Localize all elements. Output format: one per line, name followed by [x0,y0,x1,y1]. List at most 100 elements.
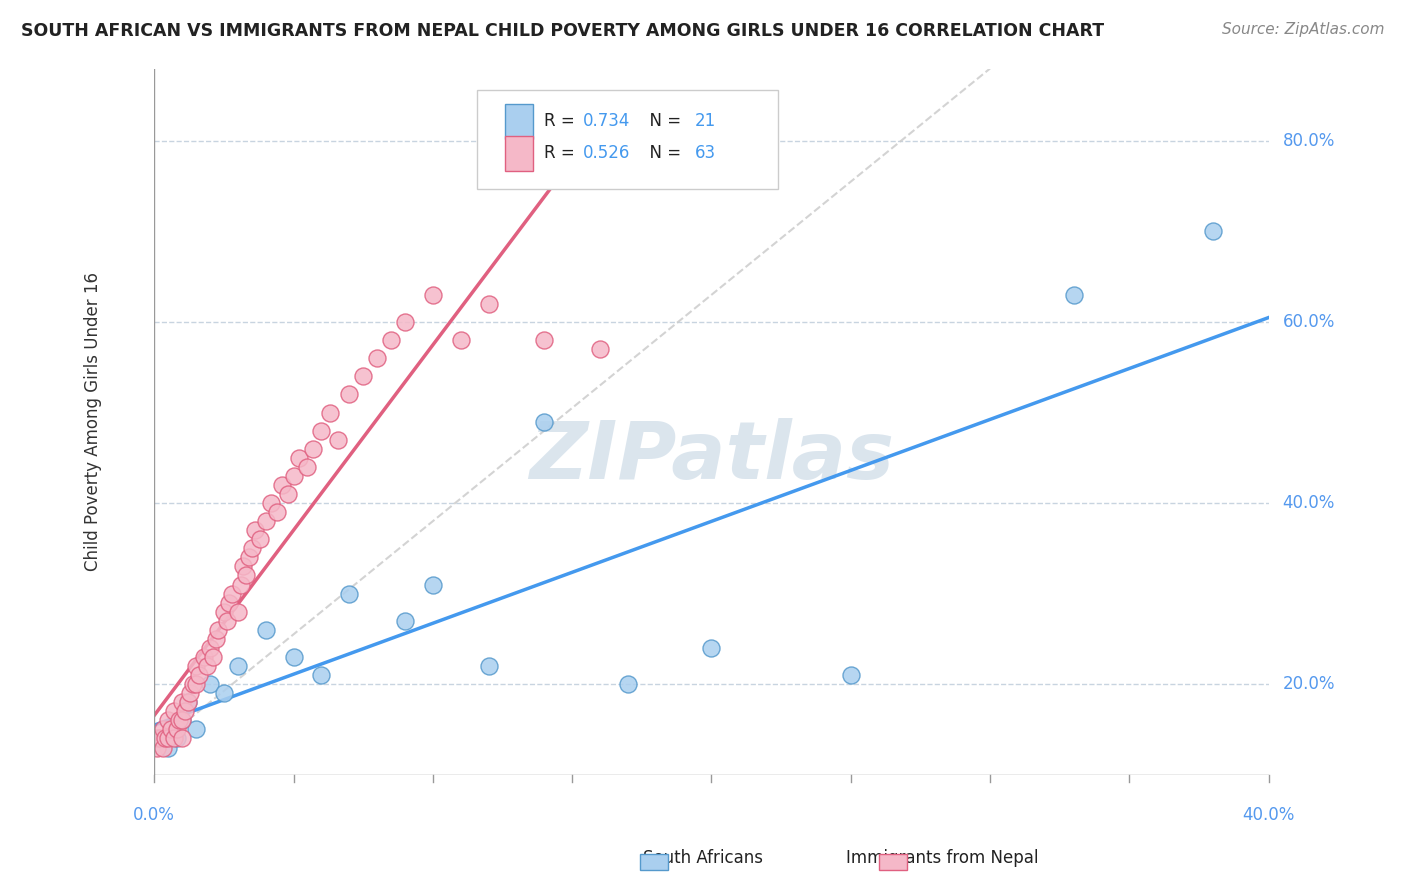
Point [589,342,612,356]
Point [157,740,180,755]
Text: Source: ZipAtlas.com: Source: ZipAtlas.com [1222,22,1385,37]
FancyBboxPatch shape [478,90,779,188]
Text: 0.526: 0.526 [583,145,631,162]
Point [163,731,186,746]
Point [477,659,499,673]
Point [352,369,374,384]
Point [254,623,277,637]
Point [215,614,238,628]
Point [204,632,226,646]
Point [152,723,174,737]
Point [218,596,240,610]
Point [212,605,235,619]
Text: N =: N = [638,112,686,130]
Text: N =: N = [638,145,686,162]
Point [533,333,555,347]
Point [184,659,207,673]
Point [172,731,194,746]
Point [201,650,224,665]
Point [160,723,183,737]
Point [229,577,252,591]
Point [198,640,221,655]
Point [319,405,342,419]
Point [337,586,360,600]
Point [235,568,257,582]
Point [297,459,319,474]
Point [366,351,388,366]
Point [302,442,325,456]
Point [163,704,186,718]
Text: 40.0%: 40.0% [1282,494,1334,512]
Text: ZIPatlas: ZIPatlas [529,417,894,496]
Point [166,731,188,746]
Point [232,559,254,574]
Point [288,450,311,465]
Point [212,686,235,700]
Point [249,533,271,547]
Text: SOUTH AFRICAN VS IMMIGRANTS FROM NEPAL CHILD POVERTY AMONG GIRLS UNDER 16 CORREL: SOUTH AFRICAN VS IMMIGRANTS FROM NEPAL C… [21,22,1104,40]
Text: 40.0%: 40.0% [1243,806,1295,824]
Text: 21: 21 [695,112,716,130]
Point [172,714,194,728]
Text: 63: 63 [695,145,716,162]
Bar [505,103,533,139]
Point [166,723,188,737]
Point [243,523,266,537]
Point [450,333,472,347]
Point [700,640,723,655]
Text: 60.0%: 60.0% [1282,313,1334,331]
Point [149,731,172,746]
Point [254,514,277,528]
Point [172,714,194,728]
Point [221,586,243,600]
Point [157,731,180,746]
Point [394,614,416,628]
Point [238,550,260,565]
Point [169,714,191,728]
Point [146,740,169,755]
Point [839,668,862,682]
Text: Immigrants from Nepal: Immigrants from Nepal [846,849,1038,867]
Point [184,677,207,691]
Point [380,333,402,347]
Point [184,723,207,737]
Point [311,668,333,682]
Point [283,650,305,665]
Point [1202,225,1225,239]
Text: 80.0%: 80.0% [1282,132,1334,150]
Text: R =: R = [544,145,581,162]
Point [173,704,195,718]
Point [179,686,201,700]
Bar [505,136,533,171]
Point [260,496,283,510]
Point [207,623,229,637]
Point [337,387,360,401]
Point [176,695,198,709]
Point [157,714,180,728]
Point [152,740,174,755]
Text: 20.0%: 20.0% [1282,675,1336,693]
Point [477,297,499,311]
Point [394,315,416,329]
Text: 0.0%: 0.0% [134,806,176,824]
Point [187,668,209,682]
Point [146,731,169,746]
Text: South Africans: South Africans [643,849,763,867]
Point [283,469,305,483]
Point [198,677,221,691]
Point [226,659,249,673]
Point [271,478,294,492]
Point [277,487,299,501]
Text: R =: R = [544,112,581,130]
Point [226,605,249,619]
Point [155,731,177,746]
Point [193,650,215,665]
Text: 0.734: 0.734 [583,112,631,130]
Point [1063,288,1085,302]
Point [181,677,204,691]
Point [617,677,640,691]
Point [422,288,444,302]
Point [266,505,288,519]
Point [172,695,194,709]
Point [240,541,263,556]
